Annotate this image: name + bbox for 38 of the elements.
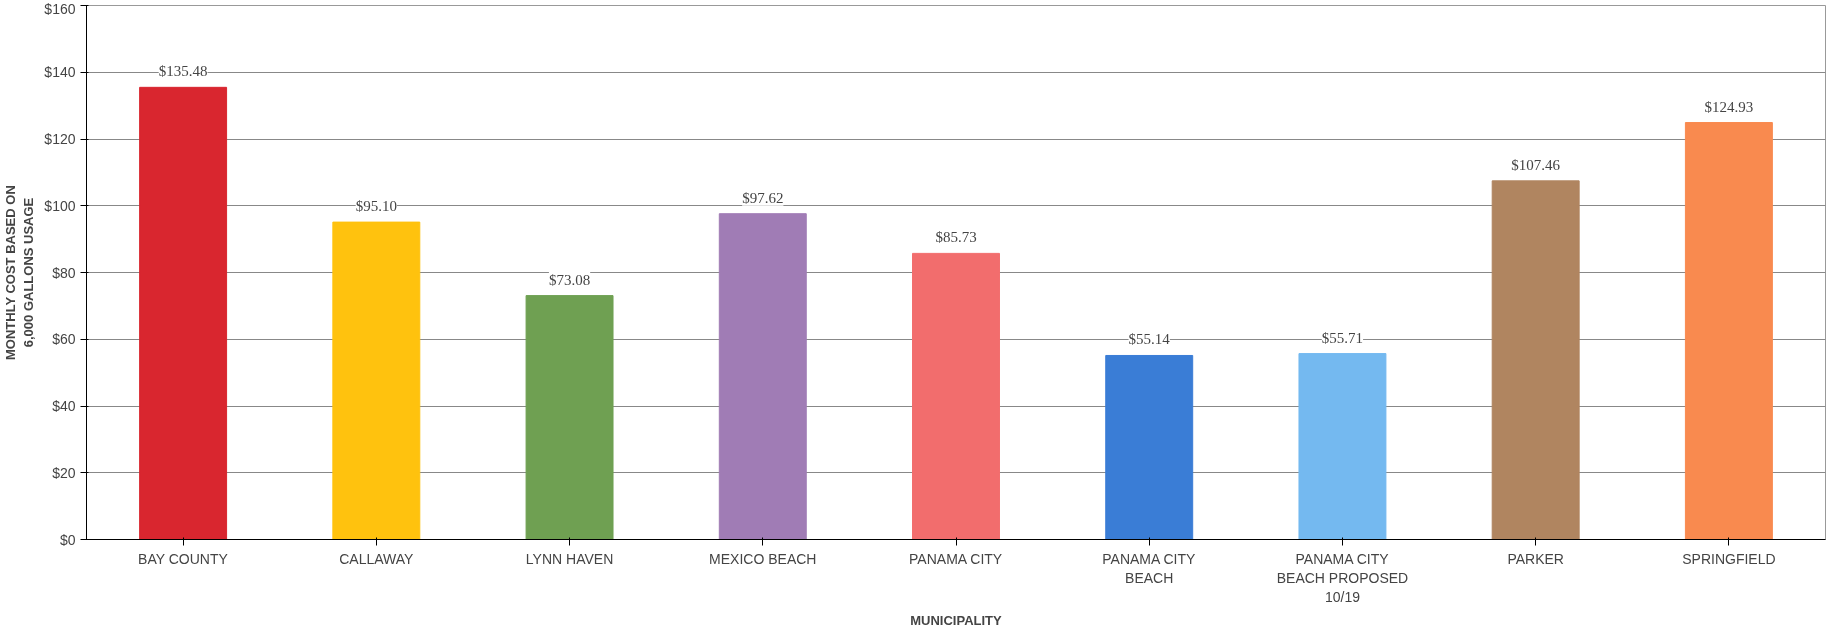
- y-tick-label: $0: [59, 531, 76, 548]
- y-tick-label: $40: [52, 398, 76, 414]
- x-tick-label: LYNN HAVEN: [525, 550, 614, 567]
- bar: [139, 86, 228, 540]
- data-label: $73.08: [548, 271, 591, 288]
- bar: [718, 213, 807, 540]
- data-label: $85.73: [935, 229, 977, 246]
- data-label: $55.71: [1321, 329, 1364, 346]
- data-label: $124.93: [1704, 98, 1754, 115]
- x-tick-label: PANAMA CITY: [909, 550, 1003, 567]
- x-tick-label: PANAMA CITY BEACH PROPOSED 10/19: [1276, 550, 1409, 605]
- bar: [1298, 353, 1387, 540]
- bar: [525, 295, 614, 540]
- y-axis-title: MONTHLY COST BASED ON 6,000 GALLONS USAGE: [3, 185, 37, 361]
- y-tick-label: $60: [52, 331, 76, 348]
- data-label: $97.62: [742, 189, 784, 206]
- x-tick-label: BAY COUNTY: [138, 550, 229, 567]
- bar: [1684, 122, 1773, 540]
- y-tick-label: $80: [52, 264, 76, 281]
- y-tick-label: $100: [44, 197, 76, 214]
- bar: [332, 221, 421, 540]
- data-label: $55.14: [1128, 331, 1171, 348]
- x-tick-label: CALLAWAY: [339, 550, 415, 567]
- y-tick-label: $160: [44, 0, 76, 17]
- data-label: $135.48: [158, 63, 208, 80]
- x-tick-label: MEXICO BEACH: [709, 550, 817, 567]
- y-tick-label: $120: [44, 131, 76, 147]
- data-label: $95.10: [355, 198, 397, 215]
- x-tick-label: PANAMA CITY BEACH: [1102, 550, 1197, 586]
- bar: [1491, 180, 1580, 540]
- y-tick-label: $140: [44, 64, 76, 81]
- data-label: $107.46: [1511, 156, 1561, 173]
- x-tick-label: PARKER: [1507, 550, 1564, 567]
- x-axis-title: MUNICIPALITY: [910, 612, 1003, 628]
- bar: [1105, 354, 1194, 540]
- x-tick-label: SPRINGFIELD: [1682, 550, 1776, 567]
- bar: [912, 252, 1000, 540]
- y-tick-label: $20: [52, 464, 76, 481]
